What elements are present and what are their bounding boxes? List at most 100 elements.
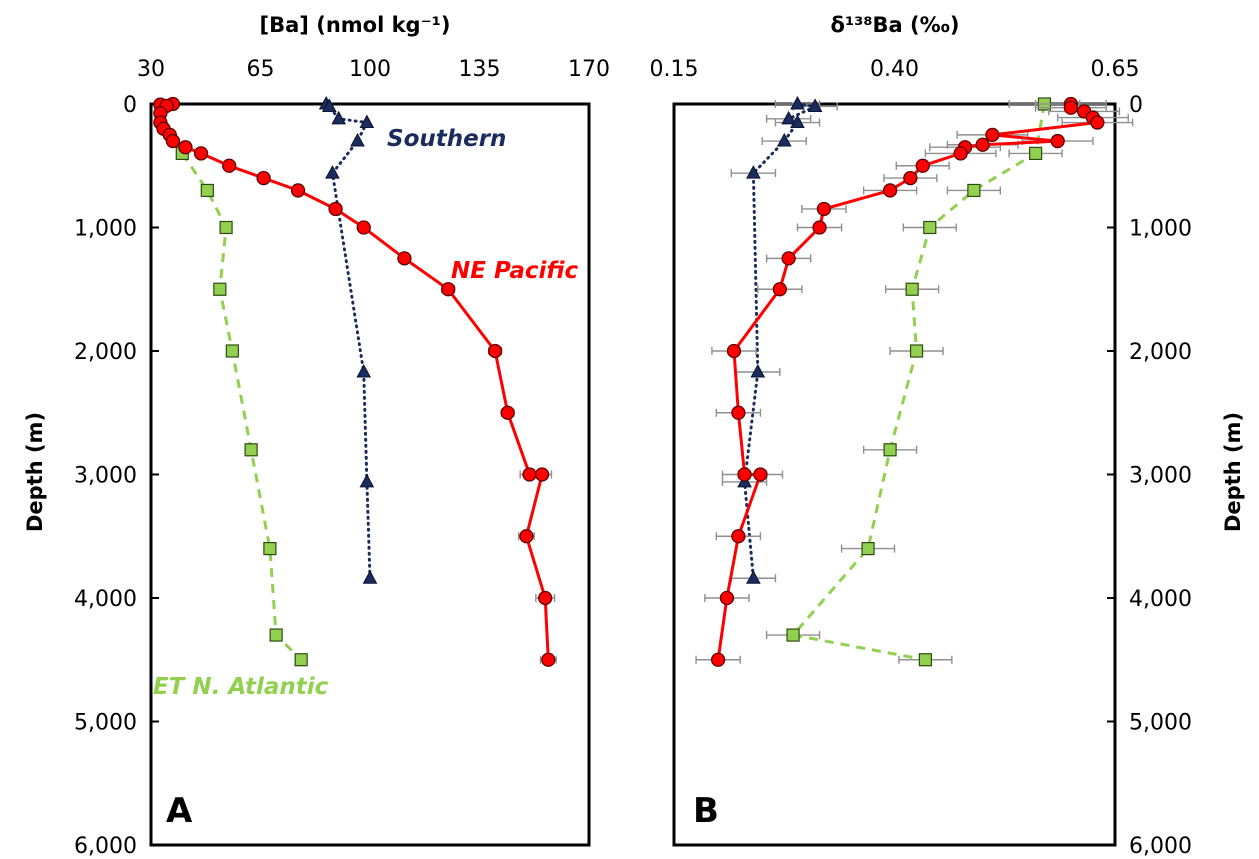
ne-pacific-data-point (710, 652, 726, 667)
panel-b-plot-frame (672, 102, 1117, 847)
panel-a-x-tick-label: 170 (568, 57, 610, 82)
panel-b-x-tick-label: 0.40 (870, 57, 919, 82)
southern-data-point (359, 473, 375, 488)
ne-pacific-data-point (290, 183, 306, 198)
atlantic-data-point (213, 282, 227, 296)
ne-pacific-data-point (541, 652, 556, 667)
ne-pacific-data-point (737, 467, 752, 482)
ne-pacific-data-point (1050, 133, 1065, 149)
ne-pacific-data-point (193, 146, 209, 161)
ne-pacific-data-point (985, 127, 1000, 143)
atlantic-data-point (1029, 146, 1043, 160)
panel-a-plot-area (153, 95, 557, 667)
atlantic-data-point (967, 183, 981, 198)
atlantic-data-point (861, 541, 875, 556)
panel-b-y-tick-label: 5,000 (1129, 711, 1192, 736)
panel-a-series-southern (318, 95, 378, 584)
atlantic-data-point (923, 220, 937, 235)
atlantic-series-line (790, 103, 1046, 662)
panel-b-letter: B (693, 791, 719, 831)
ne-pacific-data-point (1090, 115, 1105, 130)
ne-pacific-data-point (915, 158, 930, 173)
atlantic-data-point (905, 282, 919, 296)
ne-pacific-data-point (328, 201, 343, 217)
ne-pacific-data-point (816, 201, 832, 217)
ne-pacific-data-point (178, 140, 193, 155)
ne-pacific-data-point (441, 282, 456, 297)
ne-pacific-data-point (538, 590, 553, 606)
southern-data-point (359, 114, 375, 129)
southern-data-point (790, 114, 805, 129)
panel-b-y-tick-labels: 0 1,000 2,000 3,000 4,000 5,000 6,000 (1107, 93, 1192, 859)
southern-data-point (356, 363, 372, 378)
southern-series-label: Southern (387, 126, 506, 152)
panel-b-y-tick-label: 0 (1129, 93, 1143, 118)
panel-b-series-ne-pacific (695, 96, 1134, 667)
panel-b-series-atlantic (765, 97, 1081, 667)
southern-data-point (750, 363, 766, 378)
atlantic-data-point (909, 344, 924, 358)
southern-data-point (790, 95, 805, 110)
atlantic-data-point (244, 443, 258, 457)
ne-pacific-data-point (975, 137, 990, 152)
panel-b-y-tick-label: 6,000 (1129, 834, 1192, 859)
panel-b-y-tick-label: 4,000 (1129, 587, 1192, 612)
panel-a-y-axis-title: Depth (m) (23, 412, 47, 532)
ne-pacific-series-line (158, 102, 550, 660)
ne-pacific-data-point (534, 467, 550, 482)
panel-a-series-atlantic (175, 146, 308, 667)
panel-a-series-ne-pacific (153, 96, 557, 667)
atlantic-data-point (883, 443, 897, 457)
ne-pacific-data-point (731, 529, 746, 544)
panel-b-x-tick-labels: 0.15 0.40 0.65 (650, 57, 1140, 82)
southern-data-point (325, 165, 340, 179)
panel-a-letter: A (166, 791, 193, 831)
panel-b-x-tick-label: 0.65 (1091, 57, 1140, 82)
ne-pacific-data-point (731, 405, 746, 420)
ne-pacific-data-point (487, 343, 503, 359)
ne-pacific-data-point (726, 343, 742, 359)
atlantic-data-point (225, 344, 239, 358)
southern-data-point (776, 133, 792, 147)
ne-pacific-data-point (753, 467, 768, 482)
panel-b-x-axis-title: δ¹³⁸Ba (‰) (831, 13, 960, 37)
southern-data-point (350, 133, 365, 147)
panel-a-y-tick-label: 4,000 (74, 587, 137, 612)
ne-pacific-data-point (522, 467, 537, 482)
panel-b-y-tick-label: 1,000 (1129, 217, 1192, 242)
ne-pacific-data-point (812, 220, 827, 235)
panel-b-y-axis-title: Depth (m) (1221, 412, 1245, 532)
ne-pacific-data-point (882, 183, 898, 198)
atlantic-data-point (269, 628, 283, 642)
ne-pacific-data-point (397, 251, 412, 266)
panel-b-x-tick-label: 0.15 (650, 57, 699, 82)
panel-a: [Ba] (nmol kg⁻¹) 30 65 100 135 170 0 1,000 2,0… (23, 13, 610, 859)
ne-pacific-data-point (519, 529, 534, 544)
atlantic-data-point (786, 628, 800, 642)
panel-a-y-tick-label: 3,000 (74, 464, 137, 489)
panel-a-x-tick-labels: 30 65 100 135 170 (137, 57, 610, 82)
ne-pacific-data-point (256, 170, 271, 186)
panel-b-y-tick-label: 2,000 (1129, 340, 1192, 365)
southern-data-point (362, 570, 378, 584)
panel-a-y-tick-label: 6,000 (74, 834, 137, 859)
panel-a-y-tick-label: 2,000 (74, 340, 137, 365)
southern-data-point (746, 165, 761, 179)
atlantic-data-point (200, 183, 214, 198)
southern-data-point (781, 110, 796, 125)
ne-pacific-data-point (781, 251, 796, 266)
panel-b-series-southern (721, 95, 838, 584)
ne-pacific-data-point (953, 146, 968, 161)
ne-pacific-data-point (772, 282, 787, 297)
panel-b-plot-area (695, 95, 1134, 667)
southern-data-point (807, 98, 823, 112)
panel-b: δ¹³⁸Ba (‰) 0.15 0.40 0.65 0 1,000 2,000 3,000… (650, 13, 1245, 859)
atlantic-series-line (181, 152, 303, 661)
panel-a-x-tick-label: 30 (137, 57, 165, 82)
panel-b-y-tick-label: 3,000 (1129, 464, 1192, 489)
atlantic-data-point (294, 653, 308, 667)
ne-pacific-series-label: NE Pacific (451, 258, 578, 284)
southern-data-point (331, 110, 347, 125)
ne-pacific-data-point (903, 170, 918, 186)
